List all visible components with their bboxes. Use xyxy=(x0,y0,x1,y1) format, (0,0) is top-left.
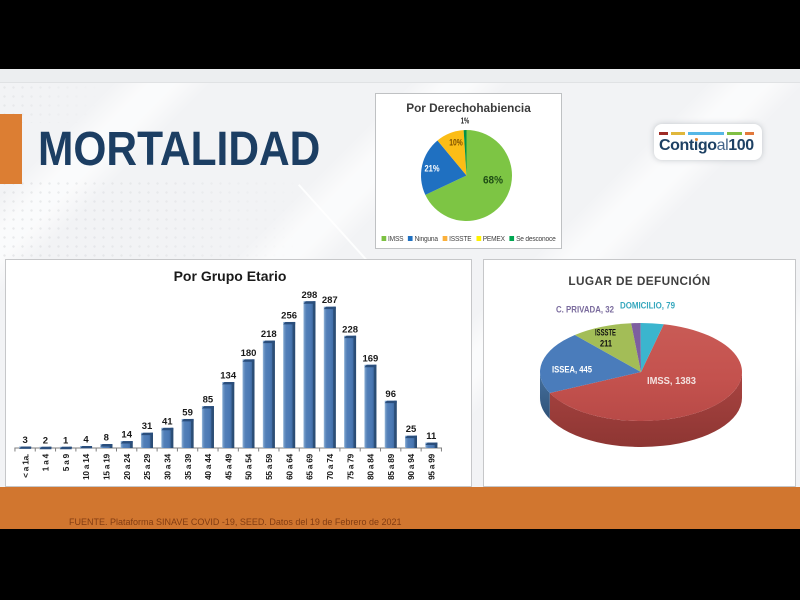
svg-text:298: 298 xyxy=(301,290,317,301)
svg-text:50 a 54: 50 a 54 xyxy=(245,453,254,480)
svg-text:40 a 44: 40 a 44 xyxy=(204,453,213,480)
svg-text:3: 3 xyxy=(22,435,27,446)
svg-text:31: 31 xyxy=(142,421,153,432)
svg-text:70 a 74: 70 a 74 xyxy=(326,453,335,480)
svg-text:21%: 21% xyxy=(425,164,440,175)
svg-text:75 a 79: 75 a 79 xyxy=(346,453,355,480)
svg-text:10 a 14: 10 a 14 xyxy=(82,453,91,480)
svg-text:DOMICILIO, 79: DOMICILIO, 79 xyxy=(620,301,675,311)
svg-text:< a 1a.: < a 1a. xyxy=(21,454,30,478)
svg-text:ISSEA, 445: ISSEA, 445 xyxy=(552,365,592,375)
svg-text:55 a 59: 55 a 59 xyxy=(265,453,274,480)
svg-text:1 a 4: 1 a 4 xyxy=(42,453,51,471)
svg-text:134: 134 xyxy=(220,371,237,382)
svg-text:14: 14 xyxy=(121,430,132,441)
svg-text:10%: 10% xyxy=(449,138,463,149)
svg-text:25 a 29: 25 a 29 xyxy=(143,453,152,480)
svg-text:C. PRIVADA, 32: C. PRIVADA, 32 xyxy=(556,305,614,315)
svg-text:218: 218 xyxy=(261,329,277,340)
svg-text:169: 169 xyxy=(362,353,378,364)
svg-text:1: 1 xyxy=(63,435,69,446)
svg-text:IMSS, 1383: IMSS, 1383 xyxy=(647,376,696,387)
svg-text:85 a 89: 85 a 89 xyxy=(387,453,396,480)
svg-text:2: 2 xyxy=(43,435,48,446)
svg-text:20 a 24: 20 a 24 xyxy=(123,453,132,480)
svg-text:1%: 1% xyxy=(461,117,470,126)
svg-text:11: 11 xyxy=(426,431,437,442)
svg-text:45 a 49: 45 a 49 xyxy=(224,453,233,480)
svg-text:5 a 9: 5 a 9 xyxy=(62,453,71,471)
svg-text:59: 59 xyxy=(182,408,193,419)
svg-text:35 a 39: 35 a 39 xyxy=(184,453,193,480)
svg-text:96: 96 xyxy=(385,389,396,400)
svg-text:8: 8 xyxy=(104,433,109,444)
svg-text:4: 4 xyxy=(83,435,89,446)
svg-text:25: 25 xyxy=(406,424,417,435)
svg-text:ISSSTE: ISSSTE xyxy=(595,328,616,338)
svg-text:211: 211 xyxy=(600,339,612,349)
svg-text:85: 85 xyxy=(203,395,214,406)
svg-text:90 a 94: 90 a 94 xyxy=(407,453,416,480)
svg-text:15 a 19: 15 a 19 xyxy=(103,453,112,480)
svg-text:68%: 68% xyxy=(483,175,503,187)
svg-text:256: 256 xyxy=(281,311,297,322)
svg-text:80 a 84: 80 a 84 xyxy=(367,453,376,480)
svg-text:180: 180 xyxy=(241,348,257,359)
svg-text:65 a 69: 65 a 69 xyxy=(306,453,315,480)
svg-text:95 a 99: 95 a 99 xyxy=(428,453,437,480)
svg-text:60 a 64: 60 a 64 xyxy=(285,453,294,480)
svg-text:30 a 34: 30 a 34 xyxy=(164,453,173,480)
svg-text:228: 228 xyxy=(342,324,358,335)
svg-text:41: 41 xyxy=(162,416,173,427)
svg-text:287: 287 xyxy=(322,295,338,306)
